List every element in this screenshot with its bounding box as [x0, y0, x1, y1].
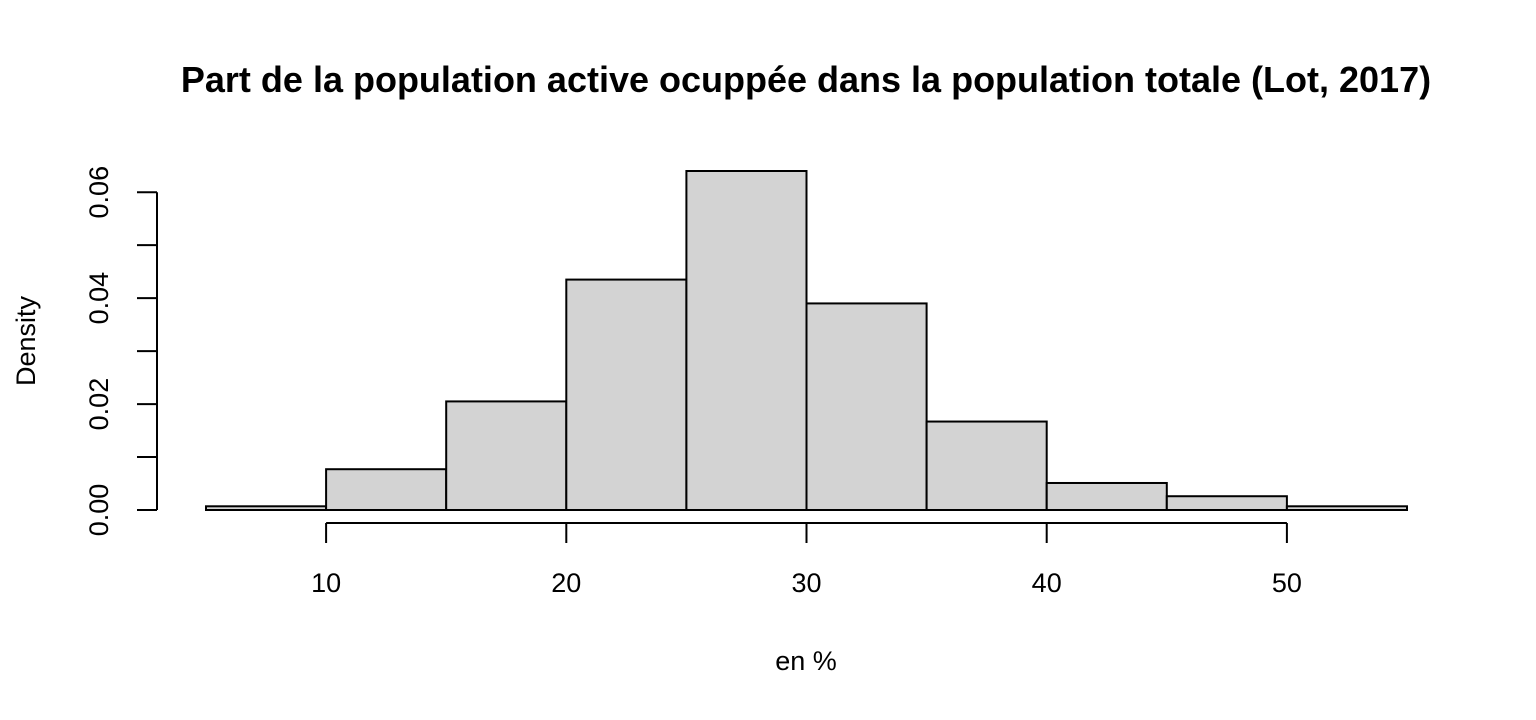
y-axis-label: Density: [11, 295, 41, 386]
y-tick-label-2: 0.02: [84, 378, 114, 431]
histogram-bar-4: [565, 278, 688, 511]
y-tick-label-6: 0.06: [84, 166, 114, 219]
x-tick-label-50: 50: [1272, 568, 1302, 598]
x-tick-label-30: 30: [791, 568, 821, 598]
chart-title: Part de la population active ocuppée dan…: [181, 59, 1431, 100]
y-axis: 0.00 0.02 0.04 0.06: [84, 166, 158, 537]
x-axis-label: en %: [775, 646, 837, 676]
histogram-bar-9: [1165, 495, 1288, 511]
x-tick-label-20: 20: [551, 568, 581, 598]
histogram-bar-7: [925, 420, 1048, 511]
histogram-bar-6: [805, 302, 928, 511]
x-axis: 10 20 30 40 50: [311, 522, 1302, 598]
bars-group: [205, 170, 1409, 511]
x-tick-label-40: 40: [1032, 568, 1062, 598]
histogram-bar-10: [1285, 505, 1409, 511]
histogram-bar-8: [1045, 481, 1168, 511]
histogram-bar-3: [445, 400, 568, 511]
y-tick-label-0: 0.00: [84, 484, 114, 537]
x-tick-label-10: 10: [311, 568, 341, 598]
histogram-bar-5: [685, 170, 808, 511]
y-tick-label-4: 0.04: [84, 272, 114, 325]
histogram-bar-1: [205, 505, 328, 511]
histogram-bar-2: [325, 468, 448, 511]
